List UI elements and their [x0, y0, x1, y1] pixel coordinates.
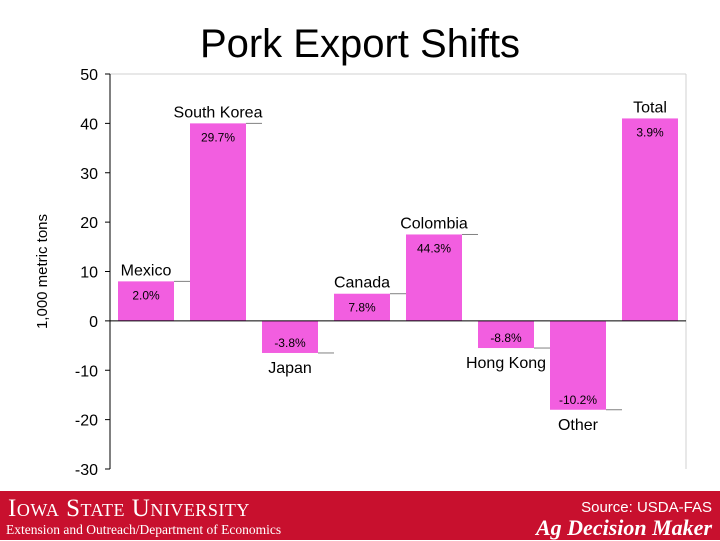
- category-label: Colombia: [400, 215, 468, 232]
- category-label: Mexico: [121, 262, 172, 279]
- bar-total: [622, 118, 678, 321]
- category-label-background: [330, 273, 394, 293]
- category-label: Hong Kong: [466, 355, 546, 372]
- footer-banner: Iowa State University Extension and Outr…: [0, 491, 720, 540]
- y-tick-label: 50: [80, 67, 98, 84]
- bar-south-korea: [190, 123, 246, 321]
- source-note: Source: USDA-FAS: [581, 499, 712, 516]
- category-label-background: [462, 354, 550, 374]
- bar-mexico: [118, 281, 174, 321]
- bar-canada: [334, 293, 390, 321]
- bar-other: [550, 320, 606, 410]
- bar-colombia: [406, 234, 462, 321]
- department-name: Extension and Outreach/Department of Eco…: [6, 522, 282, 537]
- category-label-background: [397, 214, 471, 234]
- data-label: -3.8%: [274, 336, 306, 350]
- bar-hong-kong: [478, 320, 534, 349]
- data-label: -8.8%: [490, 331, 522, 345]
- y-axis-label: 1,000 metric tons: [34, 214, 51, 329]
- category-label: South Korea: [174, 104, 263, 121]
- data-label: 29.7%: [201, 130, 235, 144]
- brand-name: Ag Decision Maker: [536, 515, 712, 540]
- category-label: Japan: [268, 360, 312, 377]
- y-tick-label: 40: [80, 116, 98, 133]
- data-label: 7.8%: [348, 301, 376, 315]
- data-label: 3.9%: [636, 125, 664, 139]
- category-label-background: [117, 261, 175, 281]
- data-label: 44.3%: [417, 241, 451, 255]
- category-label: Other: [558, 417, 599, 434]
- category-label: Total: [633, 99, 667, 116]
- university-name: Iowa State University: [8, 495, 250, 522]
- y-tick-label: 30: [80, 166, 98, 183]
- chart-title: Pork Export Shifts: [199, 22, 521, 66]
- y-tick-label: -20: [75, 413, 98, 430]
- bar-japan: [262, 320, 318, 353]
- category-label-background: [265, 358, 315, 378]
- y-tick-label: -30: [75, 462, 98, 479]
- data-label: 2.0%: [132, 288, 160, 302]
- bar-chart: -30 -20 -10 0 10 20 30 40 50 1,000 metric tons 2.0…: [34, 67, 687, 479]
- category-label: Canada: [334, 275, 390, 292]
- category-label-background: [554, 415, 602, 435]
- category-label-background: [630, 98, 670, 118]
- y-tick-label: 20: [80, 215, 98, 232]
- y-tick-label: -10: [75, 363, 98, 380]
- category-label-background: [170, 103, 266, 123]
- y-tick-label: 0: [89, 314, 98, 331]
- data-label: -10.2%: [559, 393, 597, 407]
- y-tick-label: 10: [80, 265, 98, 282]
